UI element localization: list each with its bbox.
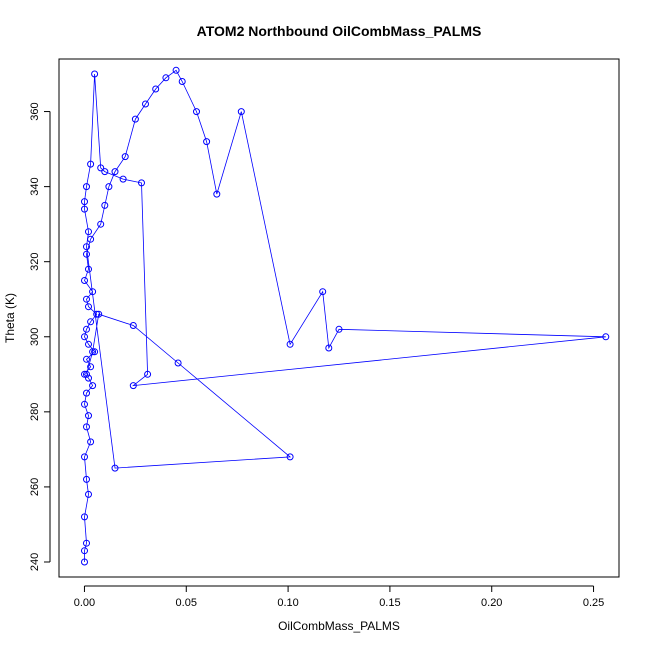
y-tick-label: 340 [29,177,41,195]
data-point [81,547,88,555]
data-point [602,333,610,341]
data-point [87,363,95,371]
data-point [95,310,103,318]
x-tick-label: 0.05 [176,597,197,609]
x-tick-label: 0.10 [277,597,298,609]
data-point [193,108,200,116]
data-point [89,382,97,390]
series-line [83,69,606,562]
data-point [286,453,294,461]
data-point [203,138,211,146]
data-point [85,490,92,498]
x-tick-label: 0.15 [379,597,400,609]
data-point [129,322,137,329]
data-point [85,228,92,236]
y-axis-label: Theta (K) [3,293,17,343]
data-point [172,66,180,74]
data-point [83,539,90,547]
x-tick-label: 0.20 [481,597,502,609]
data-point [178,78,186,85]
data-point [83,183,90,191]
chart-title: ATOM2 Northbound OilCombMass_PALMS [197,23,482,39]
data-point [129,382,137,390]
data-point [81,400,88,408]
data-point [83,370,90,378]
data-point [83,250,90,258]
data-point [335,325,343,333]
y-tick-label: 320 [29,253,41,271]
data-point [81,333,88,341]
data-point [89,348,97,356]
y-tick-label: 280 [29,403,41,421]
y-tick-label: 240 [29,553,41,571]
data-point [237,108,245,116]
data-point [87,235,95,243]
data-point [111,464,119,472]
data-point [83,355,90,363]
data-point [81,277,88,284]
data-point [111,168,119,176]
data-point [85,412,92,420]
x-axis: 0.00 0.05 0.10 0.15 0.20 0.25 [74,585,604,609]
data-point [119,175,127,183]
data-point [83,389,90,397]
data-point [319,288,327,296]
y-tick-label: 260 [29,478,41,496]
series-lines [83,69,606,562]
data-point [162,74,170,82]
data-point [174,359,182,367]
series-points [81,66,610,566]
data-point [85,340,92,348]
x-axis-label: OilCombMass_PALMS [278,619,400,633]
data-point [83,243,90,251]
data-point [101,201,109,209]
data-point [81,453,88,461]
data-point [325,344,333,352]
data-point [81,513,88,521]
data-point [81,205,88,213]
data-point [138,179,145,187]
plot-frame [58,58,620,578]
data-point [87,160,95,168]
data-point [152,85,160,93]
x-tick-label: 0.25 [583,597,604,609]
data-point [286,340,294,348]
data-point [213,190,221,198]
data-point [105,183,113,191]
data-point [85,303,92,311]
y-tick-label: 360 [29,102,41,120]
data-point [81,198,88,206]
data-point [142,100,149,108]
data-point [87,318,95,326]
data-point [83,325,90,333]
data-point [97,220,105,228]
data-point [93,310,101,318]
data-point [87,438,95,446]
data-point [83,295,90,303]
data-point [97,164,105,172]
data-point [91,348,99,356]
data-point [91,70,99,78]
data-point [121,153,129,161]
y-tick-label: 300 [29,328,41,346]
data-point [81,558,88,566]
data-point [144,370,152,378]
data-point [85,265,92,273]
data-point [81,370,88,378]
data-point [101,168,109,176]
y-axis: 240 260 280 300 320 340 360 [29,102,51,571]
data-point [89,288,97,296]
data-point [83,475,90,483]
data-point [83,423,90,431]
data-point [131,115,139,123]
x-tick-label: 0.00 [74,597,95,609]
data-point [85,374,92,382]
